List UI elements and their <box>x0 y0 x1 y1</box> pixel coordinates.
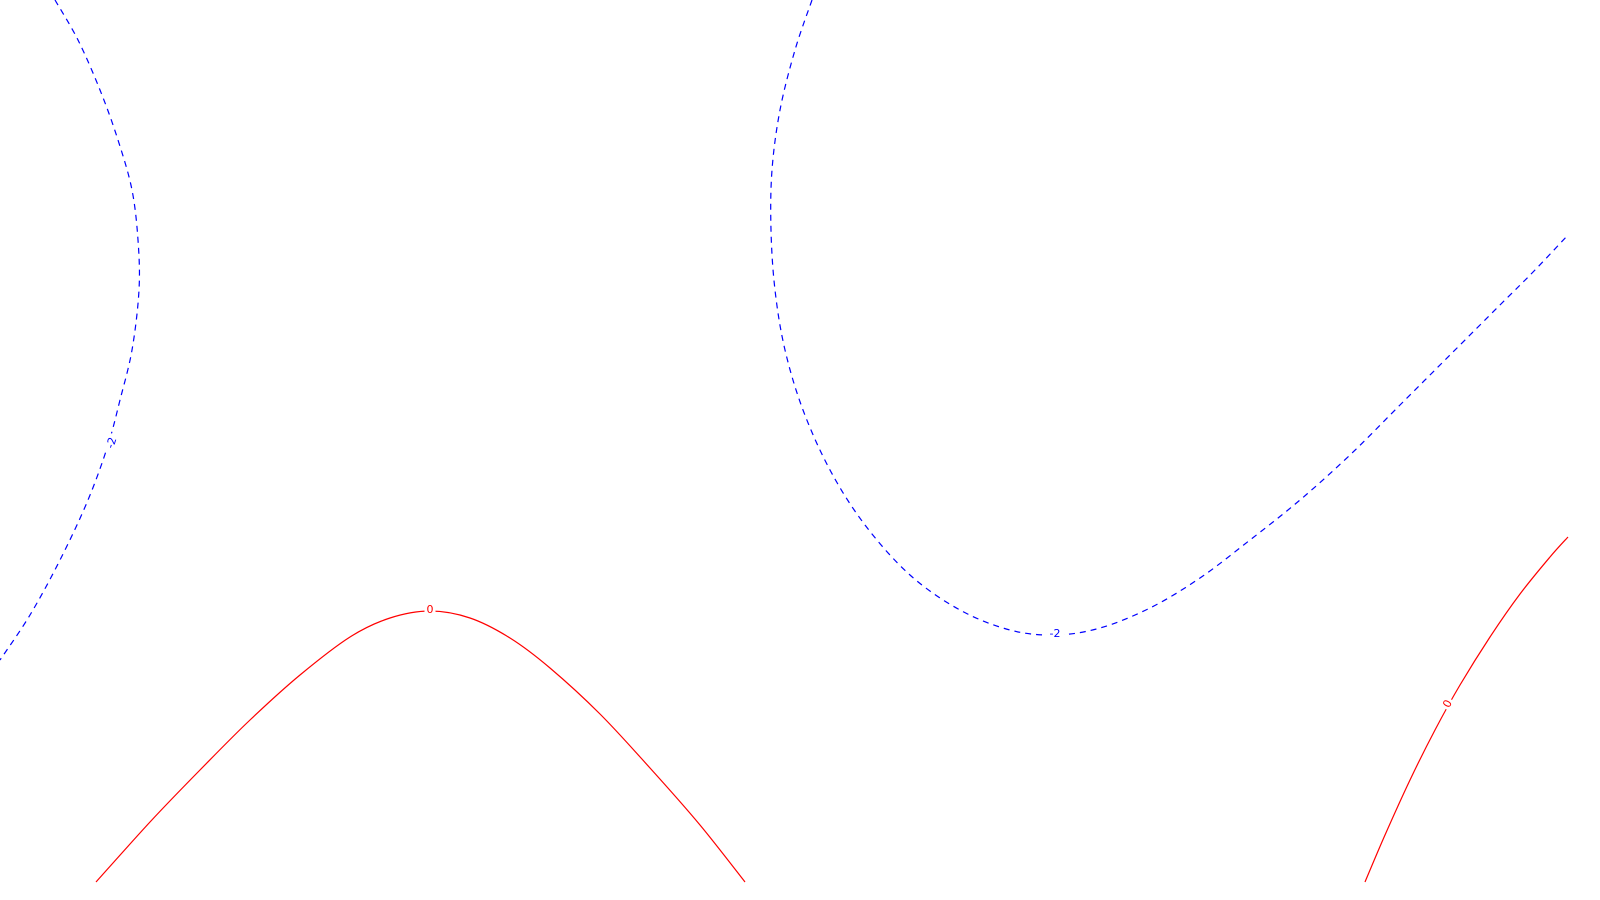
contour-line-bottom-right <box>1364 536 1569 883</box>
contour-line-left <box>0 0 141 661</box>
contour-lines <box>0 0 1569 883</box>
contour-label-text: 0 <box>427 603 434 616</box>
contour-label-text: -2 <box>104 436 120 450</box>
contour-label-bottom-right: 0 <box>1440 696 1456 712</box>
contour-label-left: -2 <box>103 432 121 454</box>
contour-line-center-right <box>770 0 1569 636</box>
contour-labels: -2 -2 0 0 <box>103 432 1456 712</box>
contour-line-bottom-left <box>95 610 746 883</box>
contour-label-text: -2 <box>1050 627 1061 640</box>
contour-label-center-right: -2 <box>1046 627 1064 640</box>
contour-label-bottom-left: 0 <box>424 603 436 616</box>
